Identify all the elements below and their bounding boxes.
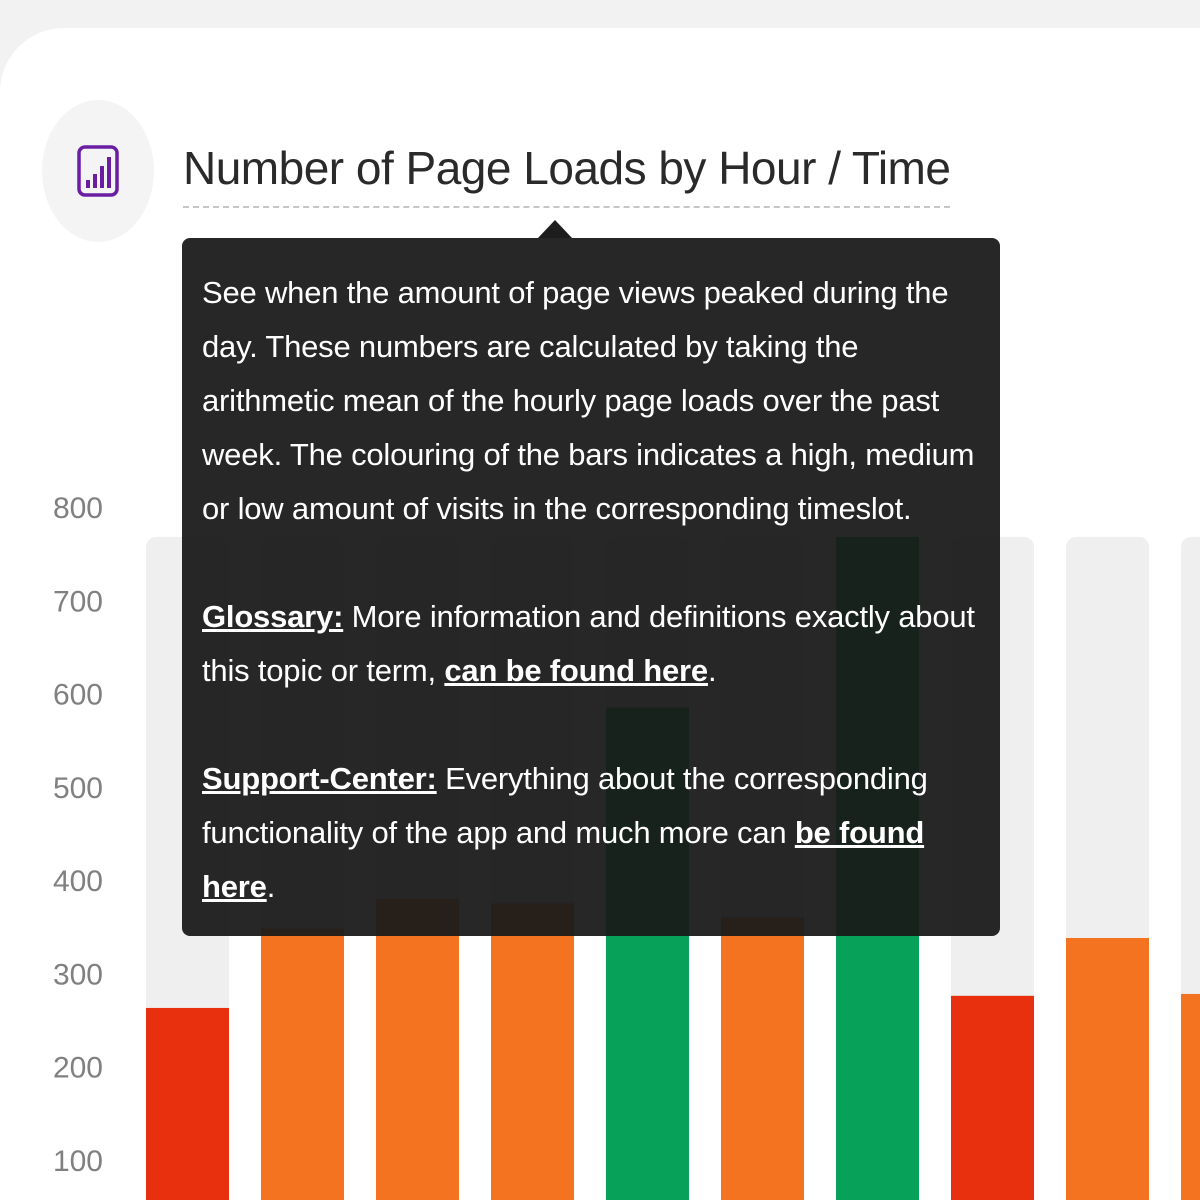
bar-medium[interactable] — [1181, 993, 1200, 1200]
support-text: Everything about the corresponding funct… — [202, 761, 928, 850]
y-tick-label: 500 — [53, 772, 103, 805]
bar-chart-icon — [77, 145, 119, 197]
chart-icon-badge — [42, 100, 154, 242]
info-tooltip: See when the amount of page views peaked… — [182, 238, 1000, 936]
bar-medium[interactable] — [721, 917, 804, 1200]
bar-medium[interactable] — [491, 903, 574, 1200]
bar-medium[interactable] — [261, 928, 344, 1200]
page-title[interactable]: Number of Page Loads by Hour / Time — [183, 138, 951, 208]
support-center-link-label[interactable]: Support-Center: — [202, 761, 437, 796]
y-tick-label: 700 — [53, 585, 103, 618]
y-tick-label: 800 — [53, 492, 103, 525]
y-tick-label: 600 — [53, 679, 103, 712]
tooltip-arrow — [538, 220, 572, 238]
y-tick-label: 300 — [53, 958, 103, 991]
bar-medium[interactable] — [1066, 937, 1149, 1200]
y-tick-label: 100 — [53, 1145, 103, 1178]
bar-low[interactable] — [146, 1007, 229, 1200]
glossary-end: . — [707, 653, 717, 688]
bar-low[interactable] — [951, 995, 1034, 1200]
glossary-text: More information and definitions exactly… — [202, 599, 975, 688]
glossary-link[interactable]: can be found here — [444, 653, 708, 688]
y-tick-label: 400 — [53, 865, 103, 898]
tooltip-description: See when the amount of page views peaked… — [202, 275, 975, 526]
bar-medium[interactable] — [376, 898, 459, 1200]
support-center-link[interactable]: be found here — [202, 815, 925, 904]
glossary-link-label[interactable]: Glossary: — [202, 599, 344, 634]
tooltip-glossary: Glossary: More information and definitio… — [202, 590, 980, 698]
y-tick-label: 200 — [53, 1052, 103, 1085]
tooltip-support: Support-Center: Everything about the cor… — [202, 752, 980, 914]
support-end: . — [266, 869, 276, 904]
